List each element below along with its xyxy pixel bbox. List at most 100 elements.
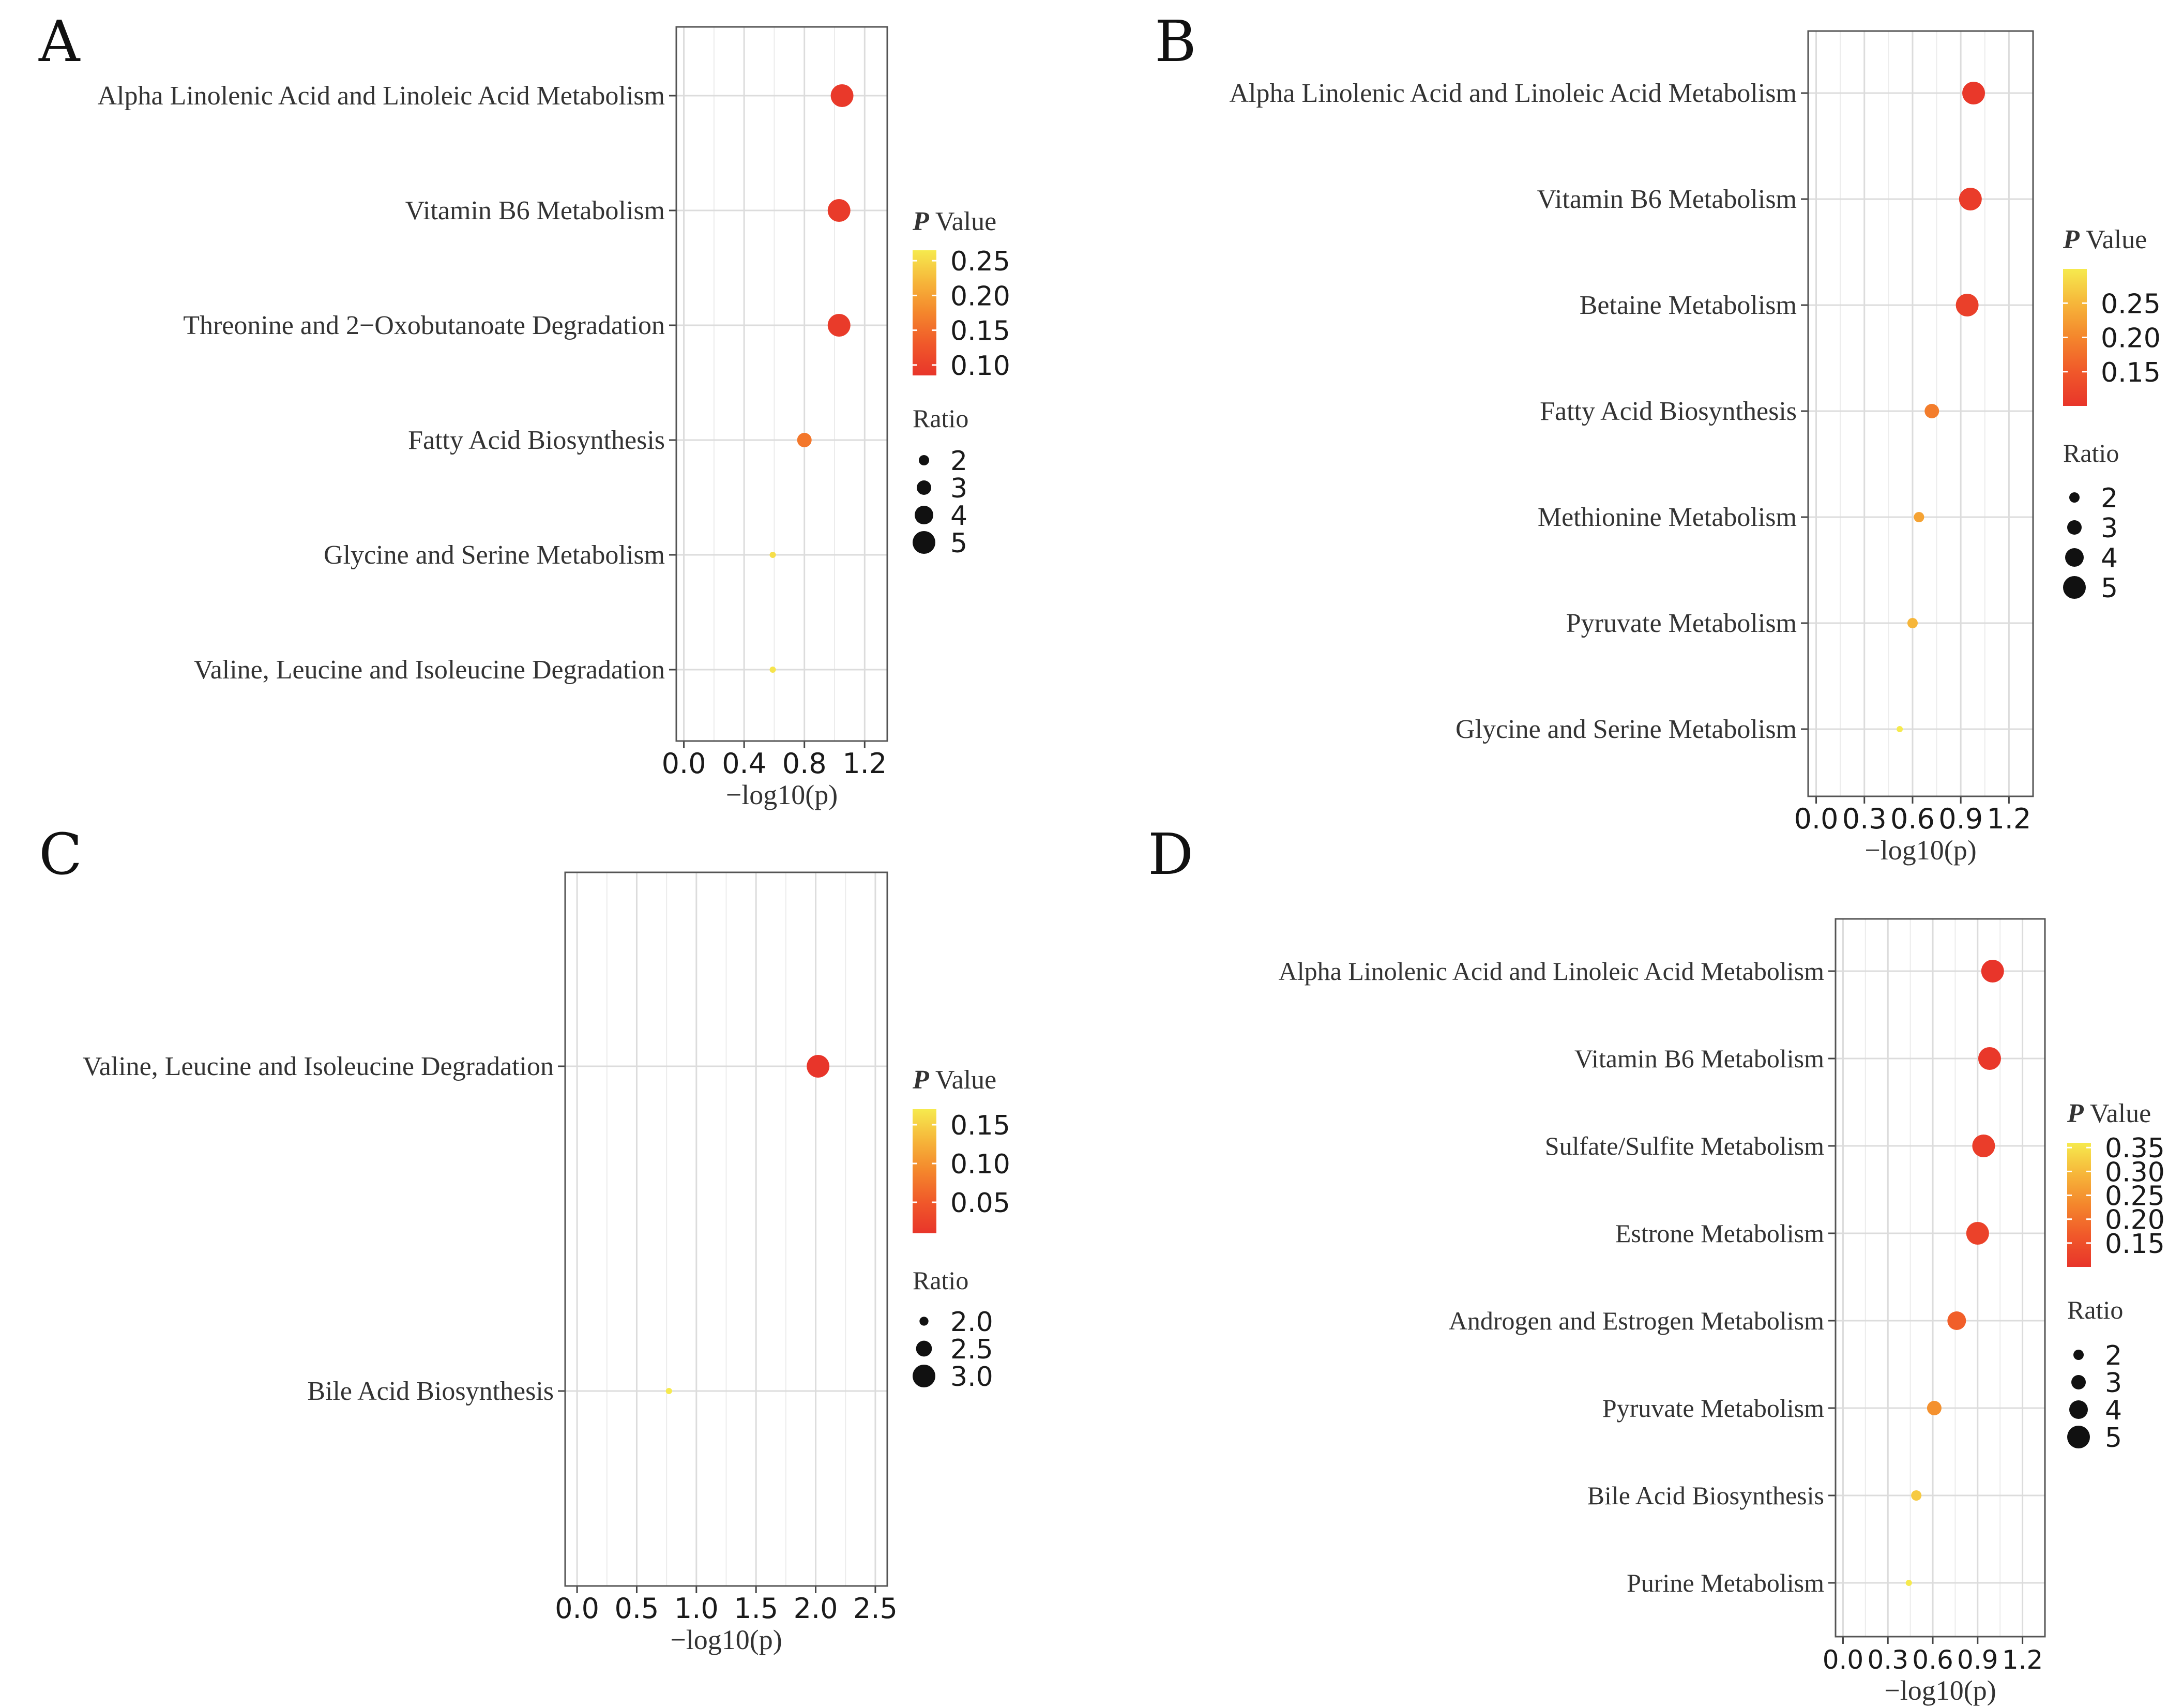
size-legend-dot	[917, 480, 931, 495]
size-legend-title: Ratio	[2067, 1295, 2123, 1324]
x-tick-label: 0.0	[1823, 1645, 1864, 1675]
size-legend-dot	[916, 1340, 932, 1357]
data-point	[1947, 1311, 1966, 1330]
plot-border	[1835, 918, 2046, 1638]
x-axis-label: −log10(p)	[726, 779, 838, 810]
panel-a: A 0.0 0.4 0.8 1.2 Alpha Linolenic Acid and Li…	[38, 8, 1010, 810]
size-legend-dot	[2069, 1400, 2088, 1419]
color-legend-label: 0.35	[2105, 1133, 2165, 1164]
data-point	[807, 1055, 830, 1078]
x-tick-label: 0.6	[1890, 803, 1935, 835]
color-legend-title-p: P	[912, 1065, 930, 1095]
category-label: Valine, Leucine and Isoleucine Degradati…	[83, 1052, 554, 1081]
color-legend-label: 0.30	[2105, 1157, 2165, 1188]
category-label: Glycine and Serine Metabolism	[324, 540, 665, 570]
size-legend-dot	[2073, 1350, 2084, 1360]
plot-border	[1807, 30, 2034, 797]
category-label: Pyruvate Metabolism	[1566, 609, 1797, 638]
color-legend-label: 0.25	[950, 246, 1010, 277]
size-legend-label: 4	[950, 501, 967, 532]
data-point	[1907, 618, 1918, 628]
data-point	[769, 552, 776, 558]
x-tick-label: 0.9	[1938, 803, 1983, 835]
data-point	[1962, 82, 1985, 104]
panel-b: B 0.0 0.3 0.6 0.9 1.2 Alpha Linolenic Acid and…	[1155, 8, 2161, 866]
size-legend-dot	[2071, 1375, 2086, 1389]
color-legend-label: 0.20	[2101, 323, 2161, 354]
panel-letter: C	[39, 821, 82, 887]
x-tick-label: 1.0	[674, 1592, 719, 1625]
size-legend-dot	[2067, 520, 2082, 535]
data-point	[769, 667, 776, 673]
category-label: Androgen and Estrogen Metabolism	[1449, 1306, 1824, 1335]
size-legend-label: 2.0	[950, 1307, 993, 1338]
plot-background	[1836, 919, 2045, 1637]
x-tick-label: 1.2	[1987, 803, 2031, 835]
data-point	[1897, 726, 1903, 732]
data-point	[1966, 1222, 1989, 1245]
data-point	[1905, 1580, 1912, 1586]
size-legend-dot	[919, 455, 929, 465]
x-tick-label: 0.8	[782, 747, 827, 780]
category-label: Fatty Acid Biosynthesis	[408, 426, 665, 455]
plot-background	[676, 27, 887, 741]
color-legend-title-rest: Value	[929, 207, 996, 236]
x-tick-label: 1.2	[842, 747, 887, 780]
color-legend-label: 0.25	[2101, 289, 2161, 320]
x-tick-label: 0.0	[1794, 803, 1839, 835]
data-point	[797, 433, 812, 447]
x-tick-label: 0.0	[662, 747, 706, 780]
x-tick-label: 0.3	[1842, 803, 1887, 835]
category-label: Fatty Acid Biosynthesis	[1540, 397, 1797, 426]
size-legend-dot	[2067, 1426, 2090, 1448]
color-legend-title: P Value	[912, 207, 996, 236]
plot-border	[564, 871, 888, 1587]
color-legend-label: 0.20	[950, 281, 1010, 312]
category-label: Glycine and Serine Metabolism	[1456, 715, 1797, 744]
data-point	[827, 199, 851, 222]
color-legend-title-p: P	[2063, 225, 2080, 254]
category-label: Vitamin B6 Metabolism	[405, 196, 665, 225]
size-legend-label: 5	[2105, 1423, 2122, 1454]
category-label: Betaine Metabolism	[1580, 291, 1797, 320]
data-point	[1914, 512, 1924, 522]
size-legend-label: 3	[2105, 1368, 2122, 1399]
x-axis-label: −log10(p)	[1864, 835, 1976, 866]
size-legend-dot	[913, 531, 935, 554]
size-legend-label: 2	[2101, 483, 2118, 514]
panel-letter: B	[1155, 8, 1196, 74]
size-legend-label: 3.0	[950, 1362, 993, 1393]
size-legend-label: 2	[2105, 1340, 2122, 1371]
size-legend-dot	[913, 1365, 935, 1387]
x-tick-label: 0.9	[1957, 1645, 1998, 1675]
category-label: Alpha Linolenic Acid and Linoleic Acid M…	[1229, 79, 1797, 108]
panel-letter: A	[38, 8, 81, 74]
category-label: Threonine and 2−Oxobutanoate Degradation	[183, 311, 665, 340]
size-legend-label: 4	[2105, 1395, 2122, 1426]
color-legend-label: 0.10	[950, 351, 1010, 382]
color-legend-title: P Value	[2063, 225, 2147, 254]
data-point	[1955, 294, 1979, 316]
color-legend-label: 0.25	[2105, 1181, 2165, 1212]
color-legend-title-rest: Value	[929, 1065, 996, 1095]
x-tick-label: 0.6	[1912, 1645, 1953, 1675]
panel-d: D 0.0 0.3 0.6 0.9 1.2 Alpha Linolenic Acid and…	[1148, 821, 2165, 1706]
size-legend-title: Ratio	[913, 1266, 968, 1295]
x-tick-label: 2.0	[794, 1592, 838, 1625]
category-label: Purine Metabolism	[1627, 1568, 1824, 1597]
x-tick-label: 1.5	[734, 1592, 778, 1625]
category-label: Sulfate/Sulfite Metabolism	[1545, 1131, 1824, 1160]
size-legend-dot	[2069, 492, 2080, 503]
x-axis-label: −log10(p)	[1884, 1675, 1996, 1706]
data-point	[1978, 1047, 2001, 1070]
color-legend-label: 0.15	[950, 316, 1010, 347]
data-point	[1959, 188, 1982, 210]
category-label: Alpha Linolenic Acid and Linoleic Acid M…	[1279, 957, 1824, 986]
size-legend-label: 2	[950, 446, 967, 477]
data-point	[827, 314, 851, 337]
size-legend-label: 5	[950, 528, 967, 559]
x-tick-label: 0.4	[722, 747, 766, 780]
panel-letter: D	[1148, 821, 1193, 887]
plot-background	[1808, 31, 2033, 796]
